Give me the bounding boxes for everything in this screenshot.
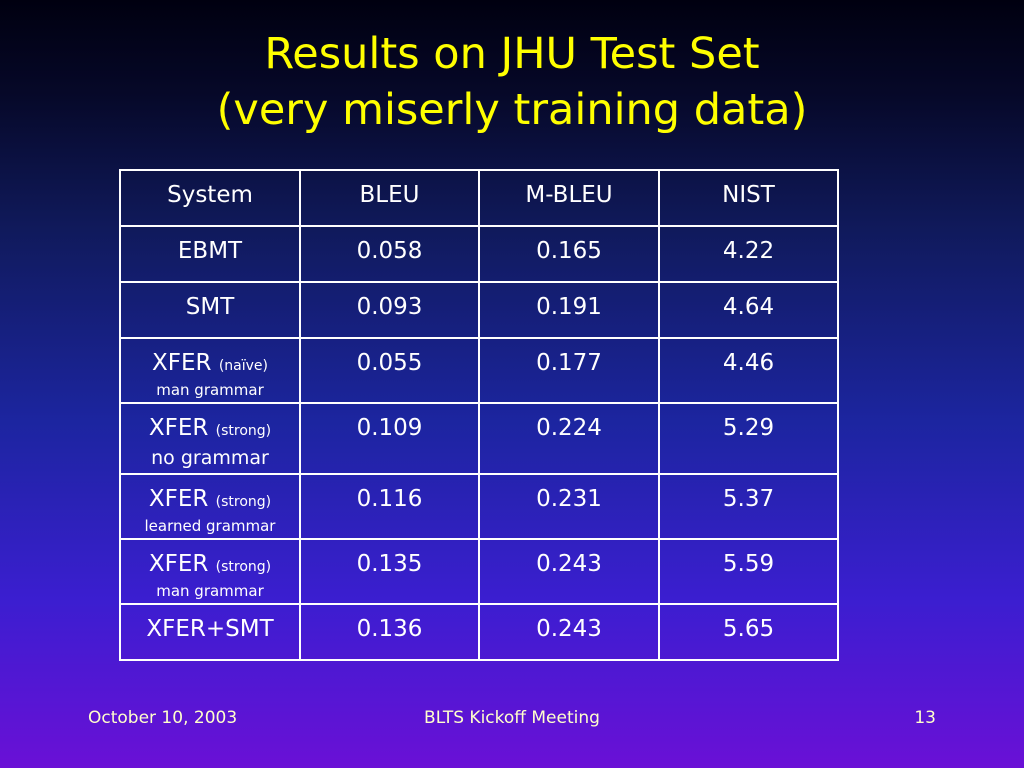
mbleu-cell: 0.243 [478, 603, 660, 661]
results-table: System BLEU M-BLEU NIST EBMT 0.058 0.165… [119, 169, 839, 661]
system-name: EBMT [177, 238, 243, 264]
header-bleu: BLEU [299, 169, 480, 227]
system-cell: EBMT [119, 225, 301, 283]
header-mbleu: M-BLEU [478, 169, 660, 227]
mbleu-cell: 0.231 [478, 473, 660, 540]
bleu-cell: 0.116 [299, 473, 480, 540]
system-cell: XFER (strong) learned grammar [119, 473, 301, 540]
footer-event: BLTS Kickoff Meeting [424, 708, 600, 728]
system-tag: (strong) [215, 423, 272, 439]
table-row: EBMT 0.058 0.165 4.22 [119, 225, 839, 283]
system-subtitle: man grammar [156, 381, 264, 399]
header-nist: NIST [658, 169, 839, 227]
slide-title: Results on JHU Test Set (very miserly tr… [0, 26, 1024, 138]
bleu-cell: 0.135 [299, 538, 480, 605]
slide-title-line-1: Results on JHU Test Set [264, 29, 760, 79]
mbleu-cell: 0.224 [478, 402, 660, 475]
system-cell: XFER (naïve) man grammar [119, 337, 301, 404]
header-system: System [119, 169, 301, 227]
mbleu-cell: 0.191 [478, 281, 660, 339]
nist-cell: 5.65 [658, 603, 839, 661]
system-name: XFER [152, 350, 212, 376]
bleu-cell: 0.058 [299, 225, 480, 283]
nist-cell: 4.22 [658, 225, 839, 283]
system-subtitle: no grammar [151, 447, 269, 469]
system-cell: XFER (strong) no grammar [119, 402, 301, 475]
mbleu-cell: 0.177 [478, 337, 660, 404]
table-row: XFER (strong) man grammar 0.135 0.243 5.… [119, 538, 839, 605]
system-cell: XFER+SMT [119, 603, 301, 661]
system-cell: SMT [119, 281, 301, 339]
nist-cell: 4.46 [658, 337, 839, 404]
system-tag: (strong) [215, 559, 272, 575]
table-row: SMT 0.093 0.191 4.64 [119, 281, 839, 339]
system-subtitle: learned grammar [144, 517, 276, 535]
footer-page-number: 13 [914, 708, 936, 728]
system-name: XFER+SMT [146, 616, 274, 642]
system-name: XFER [148, 415, 209, 441]
table-header-row: System BLEU M-BLEU NIST [119, 169, 839, 227]
mbleu-cell: 0.165 [478, 225, 660, 283]
bleu-cell: 0.055 [299, 337, 480, 404]
mbleu-cell: 0.243 [478, 538, 660, 605]
table-row: XFER (naïve) man grammar 0.055 0.177 4.4… [119, 337, 839, 404]
system-name: XFER [148, 486, 209, 512]
bleu-cell: 0.136 [299, 603, 480, 661]
table-row: XFER (strong) no grammar 0.109 0.224 5.2… [119, 402, 839, 475]
nist-cell: 5.59 [658, 538, 839, 605]
footer-date: October 10, 2003 [88, 708, 238, 728]
table-row: XFER+SMT 0.136 0.243 5.65 [119, 603, 839, 661]
bleu-cell: 0.109 [299, 402, 480, 475]
nist-cell: 5.29 [658, 402, 839, 475]
system-cell: XFER (strong) man grammar [119, 538, 301, 605]
system-name: XFER [148, 551, 209, 577]
system-tag: (naïve) [218, 358, 268, 374]
nist-cell: 5.37 [658, 473, 839, 540]
system-name: SMT [185, 294, 235, 320]
table-row: XFER (strong) learned grammar 0.116 0.23… [119, 473, 839, 540]
slide-title-line-2: (very miserly training data) [216, 85, 808, 135]
nist-cell: 4.64 [658, 281, 839, 339]
system-tag: (strong) [215, 494, 272, 510]
bleu-cell: 0.093 [299, 281, 480, 339]
system-subtitle: man grammar [156, 582, 264, 600]
